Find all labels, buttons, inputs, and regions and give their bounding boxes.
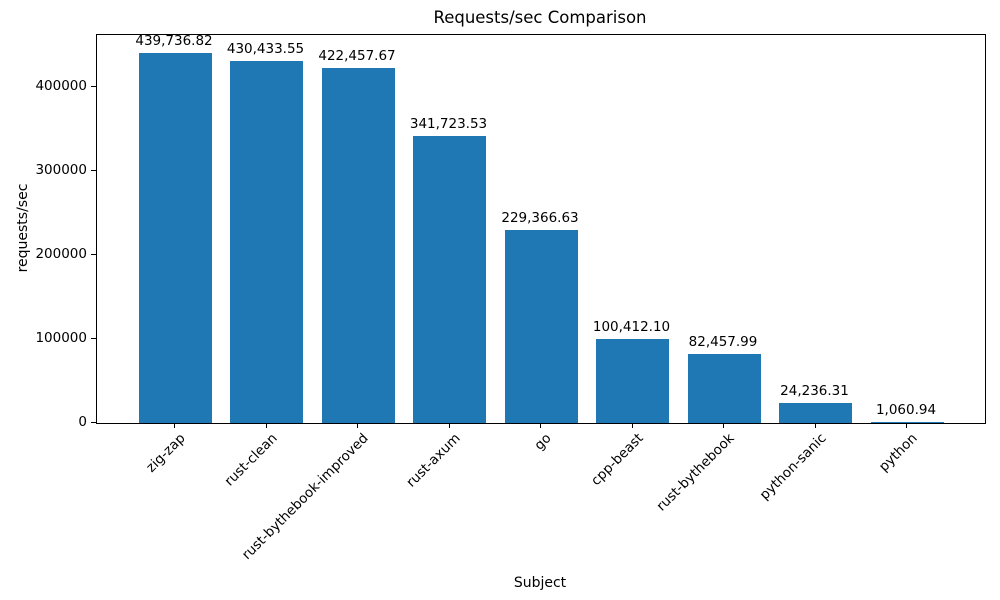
bar-value-label: 1,060.94: [875, 402, 937, 418]
y-tick-mark: [91, 85, 96, 87]
y-tick-label: 100000: [35, 329, 87, 346]
x-tick-mark: [906, 423, 907, 428]
bar-value-label: 422,457.67: [318, 47, 396, 64]
bar-value-label: 439,736.82: [135, 33, 213, 50]
y-tick-label: 200000: [35, 245, 87, 262]
bar: [779, 402, 852, 423]
x-tick-mark: [723, 423, 724, 428]
y-tick-label: 400000: [35, 77, 87, 94]
y-tick-mark: [91, 253, 96, 255]
y-tick-mark: [91, 422, 96, 423]
y-tick-mark: [91, 169, 96, 171]
bar: [230, 61, 303, 423]
bar: [687, 353, 761, 423]
bar-value-label: 341,723.53: [409, 115, 488, 132]
bar-value-label: 82,457.99: [688, 333, 758, 350]
x-tick-mark: [174, 423, 175, 428]
x-tick-mark: [814, 423, 816, 428]
x-tick-mark: [540, 423, 541, 428]
bar: [596, 338, 669, 423]
bar-value-label: 100,412.10: [592, 318, 671, 335]
y-tick-label: 0: [78, 414, 87, 430]
x-tick-mark: [448, 423, 450, 428]
chart-title: Requests/sec Comparison: [433, 8, 647, 27]
bar: [413, 135, 486, 423]
x-axis-label: Subject: [513, 575, 567, 591]
bar: [504, 230, 578, 423]
bar: [870, 422, 944, 423]
x-tick-mark: [357, 423, 358, 428]
x-tick-mark: [265, 423, 267, 428]
bar-value-label: 24,236.31: [780, 382, 849, 399]
y-tick-label: 300000: [35, 161, 87, 178]
bar-value-label: 430,433.55: [226, 41, 305, 58]
bar-value-label: 229,366.63: [501, 210, 579, 227]
bar: [138, 53, 212, 423]
bar: [321, 68, 395, 423]
plot-area: [96, 34, 986, 424]
x-tick-mark: [631, 423, 633, 428]
y-tick-mark: [91, 337, 96, 339]
